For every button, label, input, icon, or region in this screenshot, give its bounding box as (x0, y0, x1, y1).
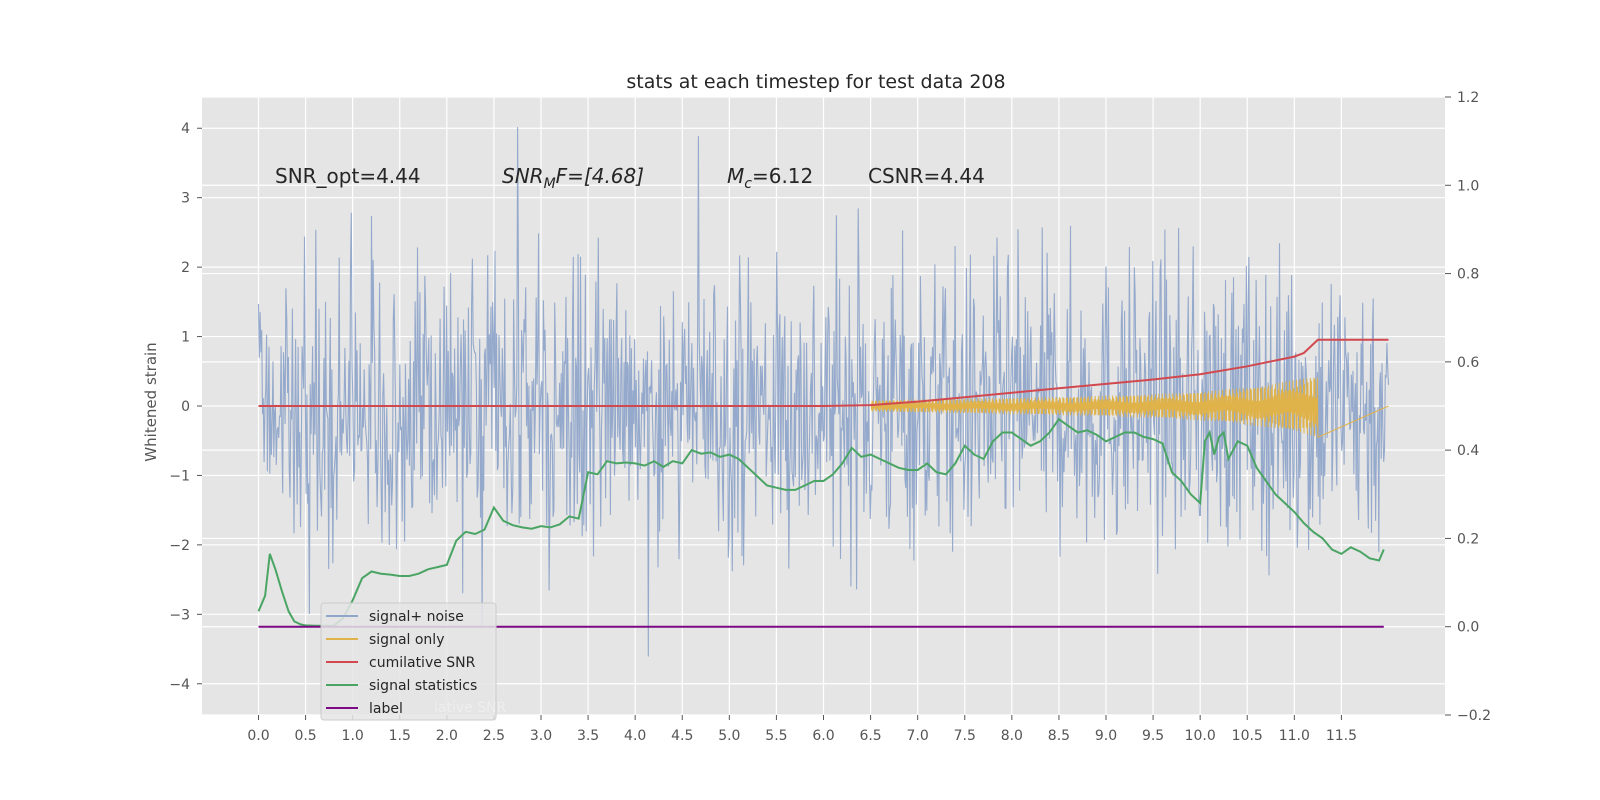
x-tick-label: 7.5 (954, 728, 976, 744)
x-tick-label: 3.0 (530, 728, 552, 744)
x-tick-label: 10.0 (1185, 728, 1216, 744)
legend-label-label: label (369, 701, 403, 717)
x-tick-label: 4.5 (671, 728, 693, 744)
y2-tick-label: 0.2 (1457, 531, 1479, 547)
y-tick-label: 4 (181, 121, 190, 137)
x-tick-label: 8.0 (1001, 728, 1023, 744)
y-axis-label: Whitened strain (142, 342, 160, 461)
x-tick-label: 10.5 (1232, 728, 1263, 744)
legend-label-signal-noise: signal+ noise (369, 609, 464, 625)
signal-only-series (870, 377, 1389, 438)
y-tick-label: 2 (181, 260, 190, 276)
legend-label-cumulative-snr: cumilative SNR (369, 655, 476, 671)
x-tick-label: 2.0 (436, 728, 458, 744)
cumulative-snr-line (258, 338, 1389, 407)
y2-tick-label: 0.8 (1457, 267, 1479, 283)
x-tick-label: 3.5 (577, 728, 599, 744)
x-tick-label: 6.0 (812, 728, 834, 744)
y-tick-label: −3 (169, 607, 190, 623)
x-tick-label: 9.5 (1142, 728, 1164, 744)
x-tick-label: 2.5 (483, 728, 505, 744)
signal-only-line (870, 377, 1389, 438)
y-tick-label: 0 (181, 399, 190, 415)
x-tick-label: 1.5 (389, 728, 411, 744)
legend-label-signal-only: signal only (369, 632, 444, 648)
signal-noise-series (257, 127, 1390, 657)
y-tick-label: 3 (181, 191, 190, 207)
y-tick-label: −4 (169, 677, 190, 693)
x-tick-label: 11.5 (1326, 728, 1357, 744)
x-tick-label: 5.0 (718, 728, 740, 744)
x-tick-label: 5.5 (765, 728, 787, 744)
signal-statistics-line (257, 417, 1385, 627)
y-tick-label: 1 (181, 330, 190, 346)
signal-noise-line (257, 127, 1390, 657)
x-tick-label: 0.0 (247, 728, 269, 744)
mc-subscript: c (744, 176, 752, 192)
mc-label: M (727, 164, 744, 188)
y2-tick-label: 0.6 (1457, 355, 1479, 371)
y2-tick-label: 1.2 (1457, 90, 1479, 106)
annotations: SNR_opt=4.44 SNRMF=[4.68] Mc=6.12 CSNR=4… (275, 164, 985, 192)
csnr-annotation: CSNR=4.44 (868, 164, 985, 188)
axis-ticks: 0.0 0.5 1.0 1.5 2.0 2.5 3.0 3.5 4.0 4.5 5.0 5.5 6.0 6… (169, 90, 1491, 744)
x-tick-label: 4.0 (624, 728, 646, 744)
mc-rest: =6.12 (752, 164, 813, 188)
legend-box (320, 602, 497, 721)
x-tick-label: 8.5 (1048, 728, 1070, 744)
x-tick-label: 6.5 (859, 728, 881, 744)
y2-tick-label: 0.4 (1457, 443, 1479, 459)
snr-mf-rest: F=[4.68] (556, 164, 644, 188)
mc-annotation: Mc=6.12 (727, 164, 813, 192)
y-tick-label: −2 (169, 538, 190, 554)
x-tick-label: 1.0 (342, 728, 364, 744)
x-tick-label: 7.0 (907, 728, 929, 744)
snr-opt-annotation: SNR_opt=4.44 (275, 164, 421, 188)
x-tick-label: 9.0 (1095, 728, 1117, 744)
chart-title: stats at each timestep for test data 208 (626, 71, 1005, 93)
x-tick-label: 0.5 (294, 728, 316, 744)
snr-mf-annotation: SNRMF=[4.68] (502, 164, 644, 192)
snr-mf-label: SNR (502, 164, 544, 188)
legend-ghost-text: lative SNR (434, 700, 507, 716)
y2-tick-label: 1.0 (1457, 178, 1479, 194)
legend: lative SNR signal+ noise signal only cum… (320, 602, 507, 721)
x-tick-label: 11.0 (1279, 728, 1310, 744)
y2-tick-label: −0.2 (1457, 708, 1491, 724)
snr-mf-subscript: M (544, 176, 556, 192)
y-tick-label: −1 (169, 468, 190, 484)
legend-label-signal-statistics: signal statistics (369, 678, 477, 694)
y2-tick-label: 0.0 (1457, 620, 1479, 636)
